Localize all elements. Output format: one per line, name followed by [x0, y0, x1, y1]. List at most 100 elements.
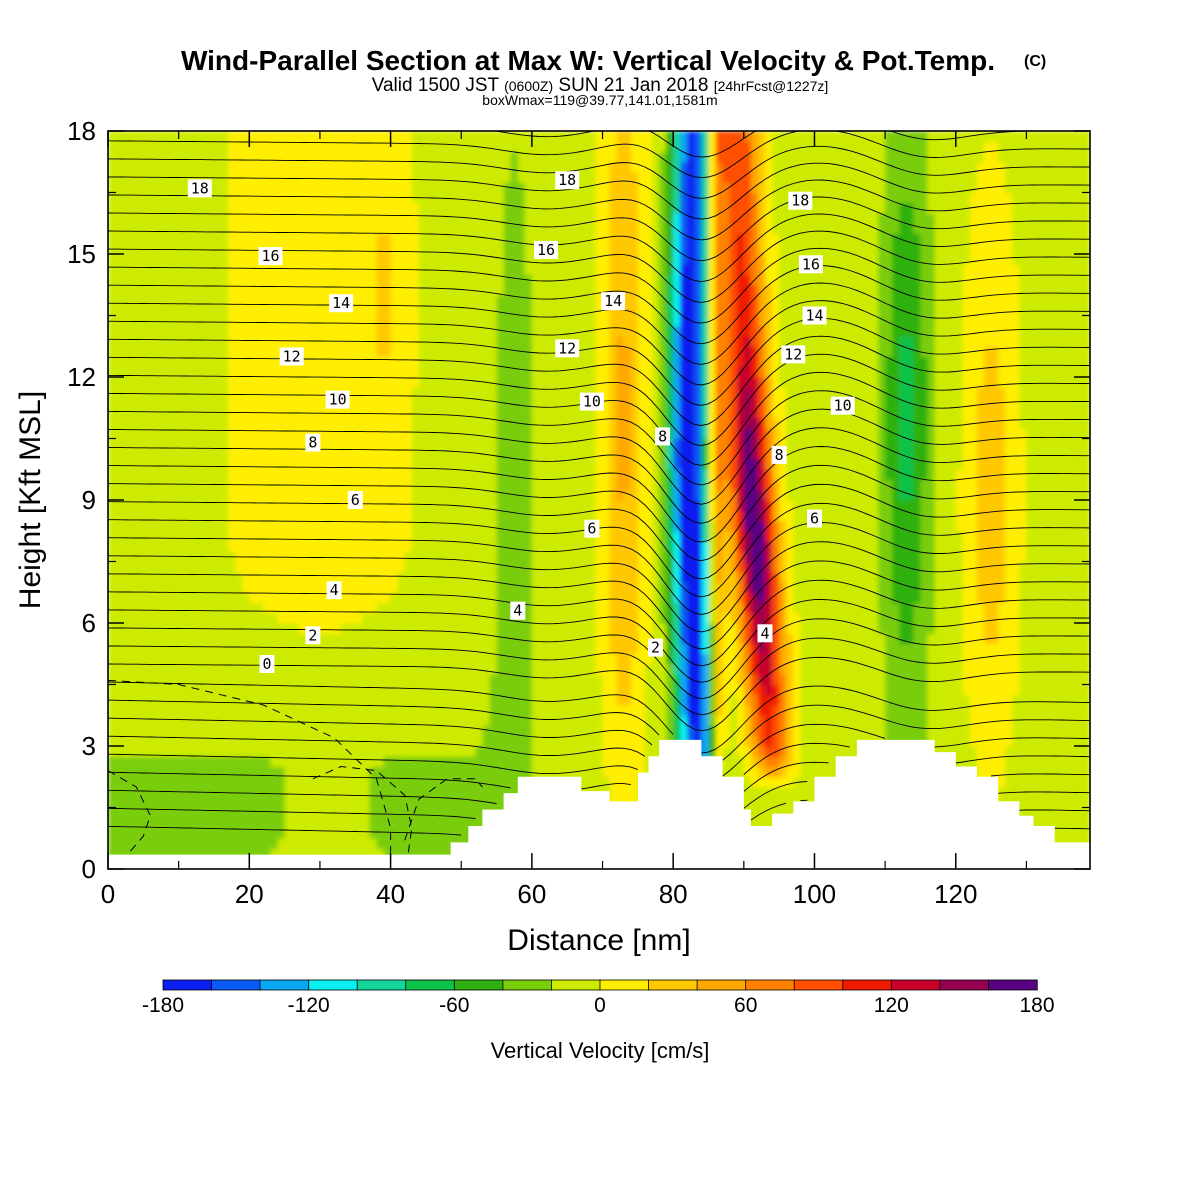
theta-contour	[108, 265, 1090, 345]
axis-ticks	[107, 130, 1090, 870]
y-axis-label: Height [Kft MSL]	[14, 391, 47, 609]
theta-contour	[108, 699, 1090, 761]
x-tick-label: 40	[376, 879, 405, 909]
contour-label: 4	[757, 624, 773, 643]
theta-contour	[108, 196, 1090, 262]
contour-label-text: 8	[775, 446, 784, 464]
contour-label: 8	[655, 427, 671, 446]
subtitle-date: SUN 21 Jan 2018	[558, 75, 708, 96]
theta-contour	[108, 247, 1090, 324]
theta-contour	[108, 599, 1090, 683]
x-tick-labels: 0 20 40 60 80 100 120	[101, 879, 978, 909]
theta-contour	[108, 179, 1090, 241]
terrain	[108, 739, 1090, 869]
theta-contour	[491, 131, 1090, 158]
contour-label: 14	[802, 306, 827, 325]
contour-label-text: 16	[802, 255, 820, 273]
contour-label-text: 0	[262, 655, 271, 673]
colorbar-label: Vertical Velocity [cm/s]	[491, 1038, 710, 1063]
theta-contour	[108, 771, 1090, 809]
contour-label-text: 6	[587, 520, 596, 538]
contour-label: 16	[534, 240, 558, 259]
contour-label-text: 6	[351, 491, 360, 509]
colorbar-swatch	[648, 979, 698, 991]
y-tick-label: 6	[82, 608, 96, 638]
x-tick-label: 100	[793, 879, 836, 909]
contour-label: 16	[798, 255, 823, 274]
negative-contour	[108, 679, 392, 853]
y-tick-label: 18	[67, 116, 96, 146]
colorbar	[162, 979, 1038, 991]
colorbar-tick-label: 0	[594, 994, 606, 1017]
colorbar-tick-label: -120	[288, 994, 330, 1017]
x-tick-label: 20	[235, 879, 264, 909]
contour-label: 2	[305, 626, 321, 645]
colorbar-swatch	[356, 979, 407, 991]
theta-contour	[108, 335, 1090, 426]
contour-label-text: 6	[810, 510, 819, 528]
chart-subtitle: Valid 1500 JST (0600Z) SUN 21 Jan 2018 […	[372, 75, 829, 96]
colorbar-swatch	[162, 979, 213, 991]
contour-label-text: 8	[308, 434, 317, 452]
contour-label: 14	[329, 294, 354, 313]
x-tick-label: 60	[517, 879, 546, 909]
theta-contour	[108, 807, 1090, 830]
theta-contour	[108, 427, 1090, 524]
subtitle-valid: Valid 1500 JST	[372, 75, 500, 96]
contour-label-text: 18	[558, 171, 576, 189]
theta-contour	[108, 637, 1090, 716]
contour-label: 6	[584, 519, 600, 538]
theta-contour	[108, 735, 1090, 775]
theta-contour	[108, 145, 1090, 199]
x-tick-label: 120	[934, 879, 977, 909]
colorbar-swatch	[842, 979, 893, 991]
theta-contour	[108, 446, 1090, 543]
contour-label-text: 12	[558, 339, 576, 357]
contour-label-text: 10	[834, 397, 852, 415]
contour-label-text: 2	[651, 639, 660, 657]
contour-label: 8	[305, 433, 321, 452]
contour-label-text: 4	[330, 581, 339, 599]
theta-contour	[108, 464, 1090, 562]
y-tick-label: 3	[82, 731, 96, 761]
y-tick-labels: 0 3 6 9 12 15 18	[67, 116, 96, 884]
theta-contour	[108, 162, 1090, 220]
theta-contour	[108, 483, 1090, 580]
colorbar-tick-label: -60	[439, 994, 469, 1017]
contour-label-text: 18	[791, 192, 809, 210]
contour-label-text: 12	[283, 348, 301, 366]
contour-label: 18	[187, 179, 212, 198]
x-tick-label: 0	[101, 879, 115, 909]
theta-contour	[108, 789, 1090, 821]
negative-contours	[108, 679, 483, 853]
theta-contour	[108, 753, 1090, 792]
contour-label-text: 12	[784, 345, 802, 363]
theta-contour	[108, 618, 1090, 700]
contour-label: 12	[555, 339, 580, 358]
theta-contour	[108, 317, 1090, 406]
contour-label-text: 10	[329, 391, 347, 409]
negative-contour	[404, 778, 483, 841]
chart-subtitle-2: boxWmax=119@39.77,141.01,1581m	[482, 92, 717, 108]
theta-contour	[108, 282, 1090, 365]
colorbar-swatch	[939, 979, 990, 991]
contour-label: 10	[579, 392, 604, 411]
contour-label-text: 2	[308, 626, 317, 644]
colorbar-swatch	[599, 979, 650, 991]
contour-label: 18	[788, 191, 813, 210]
colorbar-tick-label: -180	[142, 994, 184, 1017]
theta-contour	[108, 579, 1090, 667]
colorbar-swatch	[405, 979, 456, 991]
x-axis-label: Distance [nm]	[507, 924, 690, 957]
contour-label: 18	[555, 171, 580, 190]
colorbar-swatch	[211, 979, 261, 991]
contour-label-text: 10	[583, 393, 601, 411]
contour-label-text: 4	[513, 602, 522, 620]
contour-label: 12	[781, 345, 806, 364]
contour-label-text: 14	[332, 294, 350, 312]
y-tick-label: 9	[82, 485, 96, 515]
contour-label-text: 18	[191, 179, 209, 197]
colorbar-swatch	[308, 979, 359, 991]
colorbar-ticks: -180 -120 -60 0 60 120 180	[142, 994, 1055, 1017]
